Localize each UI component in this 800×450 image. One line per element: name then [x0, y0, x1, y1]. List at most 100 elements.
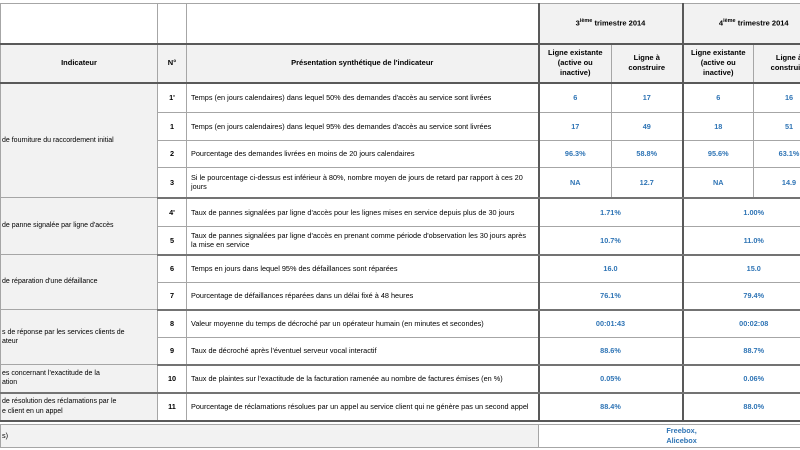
row-number-cell: 7 [157, 282, 187, 311]
col-header-numero: N° [157, 42, 187, 84]
value-cell-merged: 88.0% [681, 392, 800, 421]
value-cell-merged: 16.0 [537, 254, 683, 283]
presentation-cell: Si le pourcentage ci-dessus est inférieu… [186, 167, 539, 199]
presentation-cell: Taux de pannes signalées par ligne d'acc… [186, 226, 539, 256]
presentation-cell: Temps (en jours calendaires) dans lequel… [186, 112, 539, 141]
indicator-group-panne: de panne signalée par ligne d'accès [0, 197, 158, 255]
row-number-cell: 8 [157, 309, 187, 338]
presentation-cell: Pourcentage de réclamations résolues par… [186, 392, 539, 421]
quarter-header-row: 3ième trimestre 2014 4ième trimestre 201… [0, 3, 800, 44]
value-cell-merged: 76.1% [537, 282, 683, 311]
row-number-cell: 2 [157, 140, 187, 168]
quarter-superscript: ième [723, 18, 736, 25]
blank-cell [0, 3, 158, 44]
indicator-group-resolution: de résolution des réclamations par le e … [0, 392, 158, 421]
quarter-number: 4 [718, 18, 724, 28]
value-cell-merged: 10.7% [537, 226, 683, 256]
value-cell: 16 [753, 82, 800, 113]
blank-cell [186, 3, 539, 44]
presentation-cell: Temps en jours dans lequel 95% des défai… [186, 254, 539, 283]
table-row: 5 Taux de pannes signalées par ligne d'a… [1, 226, 800, 256]
row-number-cell: 5 [157, 226, 187, 256]
row-number-cell: 3 [157, 167, 187, 199]
col-header-ligne-existante-q4: Ligne existante (active ou inactive) [681, 42, 754, 84]
presentation-cell: Taux de pannes signalées par ligne d'acc… [186, 197, 539, 227]
table-row: s de réponse par les services clients de… [0, 309, 800, 365]
value-cell: 96.3% [537, 140, 612, 168]
footer-offers-cell: s) [0, 423, 540, 448]
presentation-cell: Temps (en jours calendaires) dans lequel… [186, 82, 539, 113]
row-number-cell: 6 [157, 254, 187, 283]
value-cell: 17 [537, 112, 612, 141]
value-cell: 12.7 [611, 167, 683, 199]
table-row: 7 Pourcentage de défaillances réparées d… [1, 282, 800, 311]
value-cell-merged: 11.0% [681, 226, 800, 256]
value-cell: 14.9 [753, 167, 800, 199]
col-header-ligne-construire-q3: Ligne à construire [611, 42, 683, 84]
table-row: es concernant l'exactitude de la ation 1… [0, 364, 800, 394]
row-number-cell: 4' [157, 197, 187, 227]
value-cell-merged: 88.7% [681, 337, 800, 366]
value-cell-merged: 0.05% [537, 364, 683, 394]
col-header-indicateur: Indicateur [0, 42, 158, 84]
value-cell: 6 [537, 82, 612, 113]
value-cell-merged: 00:01:43 [537, 309, 683, 338]
col-header-presentation: Présentation synthétique de l'indicateur [186, 42, 539, 84]
footer-services-cell: Freebox, Alicebox [538, 423, 800, 448]
value-cell-merged: 15.0 [681, 254, 800, 283]
table-row: 9 Taux de décroché après l'éventuel serv… [1, 337, 800, 366]
blank-cell [157, 3, 187, 44]
value-cell-merged: 88.6% [537, 337, 683, 366]
value-cell: 49 [611, 112, 683, 141]
value-cell-merged: 00:02:08 [681, 309, 800, 338]
table-row: de résolution des réclamations par le e … [0, 392, 800, 421]
value-cell: 18 [681, 112, 754, 141]
value-cell-merged: 1.71% [537, 197, 683, 227]
row-number-cell: 1 [157, 112, 187, 141]
value-cell: 63.1% [753, 140, 800, 168]
value-cell-merged: 88.4% [537, 392, 683, 421]
indicator-group-fourniture: de fourniture du raccordement initial [0, 82, 158, 198]
value-cell: 58.8% [611, 140, 683, 168]
table-row: 1 Temps (en jours calendaires) dans lequ… [1, 112, 800, 141]
row-number-cell: 10 [157, 364, 187, 394]
table-row: 3 Si le pourcentage ci-dessus est inféri… [1, 167, 800, 199]
col-header-ligne-construire-q4: Ligne à construire [753, 42, 800, 84]
row-number-cell: 9 [157, 337, 187, 366]
table-row: de réparation d'une défaillance 6 Temps … [0, 254, 800, 310]
row-number-cell: 11 [157, 392, 187, 421]
presentation-cell: Taux de décroché après l'éventuel serveu… [186, 337, 539, 366]
quarter-label: trimestre 2014 [594, 18, 646, 28]
indicator-group-reparation: de réparation d'une défaillance [0, 254, 158, 310]
quarter-label: trimestre 2014 [737, 18, 789, 28]
table-row: de fourniture du raccordement initial 1'… [0, 82, 800, 198]
footer-table: s) Freebox, Alicebox [0, 423, 800, 448]
table-row: de panne signalée par ligne d'accès 4' T… [0, 197, 800, 255]
value-cell-merged: 1.00% [681, 197, 800, 227]
value-cell-merged: 0.06% [681, 364, 800, 394]
value-cell: 51 [753, 112, 800, 141]
col-header-ligne-existante-q3: Ligne existante (active ou inactive) [537, 42, 612, 84]
value-cell: NA [537, 167, 612, 199]
table-row: 2 Pourcentage des demandes livrées en mo… [1, 140, 800, 168]
value-cell-merged: 79.4% [681, 282, 800, 311]
indicator-group-exactitude: es concernant l'exactitude de la ation [0, 364, 158, 394]
quarter-number: 3 [575, 18, 580, 28]
value-cell: 95.6% [681, 140, 754, 168]
indicator-group-reponse: s de réponse par les services clients de… [0, 309, 158, 365]
presentation-cell: Taux de plaintes sur l'exactitude de la … [186, 364, 539, 394]
quarter-header-q3-2014: 3ième trimestre 2014 [537, 3, 683, 44]
value-cell: NA [681, 167, 754, 199]
value-cell: 17 [611, 82, 683, 113]
presentation-cell: Valeur moyenne du temps de décroché par … [186, 309, 539, 338]
value-cell: 6 [681, 82, 754, 113]
quarter-header-q4-2014: 4ième trimestre 2014 [681, 3, 800, 44]
presentation-cell: Pourcentage des demandes livrées en moin… [186, 140, 539, 168]
quality-indicators-sheet: 3ième trimestre 2014 4ième trimestre 201… [0, 3, 800, 448]
footer-row: s) Freebox, Alicebox [0, 423, 800, 448]
row-number-cell: 1' [157, 82, 187, 113]
quarter-superscript: ième [579, 18, 593, 25]
column-header-row: Indicateur N° Présentation synthétique d… [0, 42, 800, 84]
indicators-table: 3ième trimestre 2014 4ième trimestre 201… [0, 3, 800, 422]
presentation-cell: Pourcentage de défaillances réparées dan… [186, 282, 539, 311]
